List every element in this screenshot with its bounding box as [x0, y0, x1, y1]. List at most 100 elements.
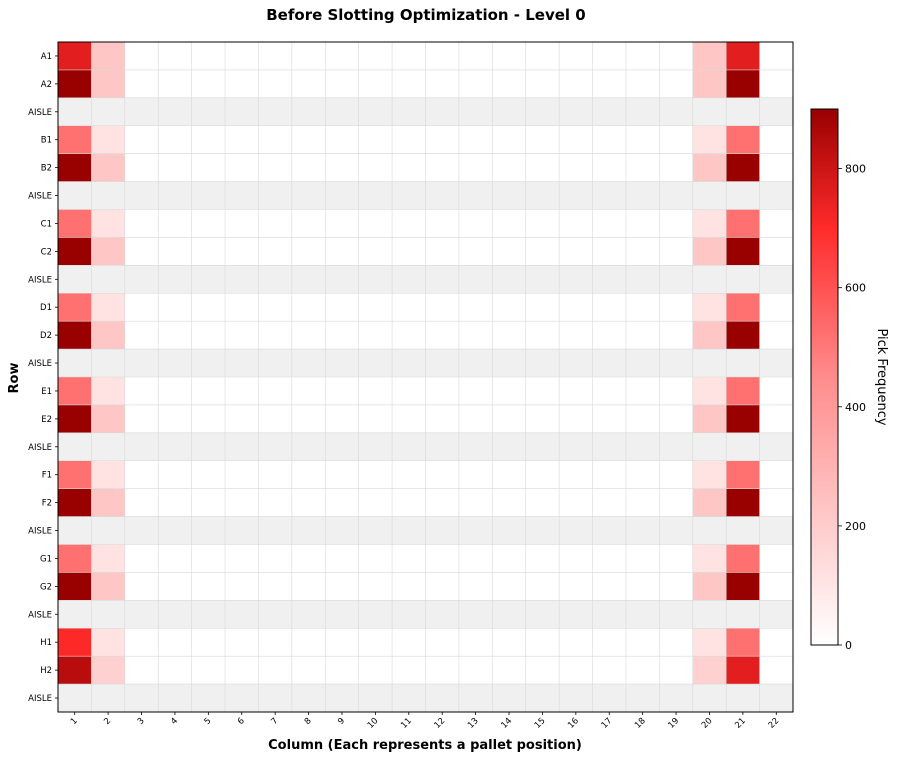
- heatmap-cell: [559, 293, 593, 322]
- x-tick-label: 8: [303, 716, 314, 727]
- heatmap-cell: [525, 460, 560, 489]
- heatmap-cell: [659, 293, 694, 322]
- heatmap-cell: [692, 237, 727, 266]
- heatmap-cell: [91, 321, 126, 350]
- heatmap-cell: [124, 153, 159, 182]
- heatmap-cell: [91, 572, 126, 601]
- heatmap-cell: [425, 153, 460, 182]
- heatmap-cell: [559, 460, 593, 489]
- heatmap-cell: [458, 377, 493, 406]
- heatmap-cell: [559, 237, 593, 266]
- heatmap-cell: [525, 656, 560, 685]
- heatmap-cell: [325, 404, 359, 434]
- heatmap-cell: [58, 209, 92, 238]
- heatmap-cell: [458, 572, 493, 601]
- heatmap-cell: [58, 656, 92, 685]
- heatmap-cell: [592, 293, 627, 322]
- heatmap-cell: [258, 321, 293, 350]
- heatmap-cell: [358, 404, 393, 434]
- heatmap-cell: [492, 460, 527, 489]
- heatmap-cell: [358, 209, 393, 238]
- y-tick-label: E2: [41, 415, 52, 425]
- heatmap-cell: [559, 42, 593, 71]
- heatmap-cell: [358, 572, 393, 601]
- heatmap-cell: [158, 237, 192, 266]
- heatmap-cell: [525, 628, 560, 657]
- heatmap-cell: [191, 42, 226, 71]
- y-tick-label: B1: [41, 136, 52, 146]
- colorbar-tick-label: 600: [845, 282, 866, 295]
- heatmap-cell: [492, 69, 527, 99]
- heatmap-cell: [458, 656, 493, 685]
- heatmap-cell: [659, 237, 694, 266]
- heatmap-cell: [492, 404, 527, 434]
- heatmap-cell: [225, 42, 259, 71]
- heatmap-cell: [258, 460, 293, 489]
- x-tick-label: 13: [466, 716, 481, 731]
- heatmap-cell: [726, 404, 760, 434]
- x-tick-label: 12: [433, 716, 448, 731]
- heatmap-cell: [692, 628, 727, 657]
- heatmap-cell: [559, 572, 593, 601]
- heatmap-cell: [225, 572, 259, 601]
- heatmap-cell: [692, 125, 727, 154]
- heatmap-cell: [592, 42, 627, 71]
- colorbar-tick-label: 0: [845, 639, 852, 652]
- heatmap-cell: [559, 321, 593, 350]
- heatmap-cell: [124, 209, 159, 238]
- x-axis-label: Column (Each represents a pallet positio…: [268, 738, 582, 753]
- heatmap-cell: [124, 544, 159, 573]
- heatmap-cell: [692, 460, 727, 489]
- heatmap-cell: [525, 125, 560, 154]
- heatmap-cell: [191, 460, 226, 489]
- heatmap-cell: [692, 544, 727, 573]
- heatmap-cell: [692, 377, 727, 406]
- heatmap-cell: [91, 628, 126, 657]
- x-tick-label: 5: [203, 716, 214, 727]
- heatmap-cell: [258, 656, 293, 685]
- x-tick-label: 14: [499, 716, 514, 731]
- x-tick-label: 15: [533, 716, 548, 731]
- x-tick-label: 9: [336, 716, 347, 727]
- heatmap-cell: [726, 153, 760, 182]
- heatmap-cell: [692, 209, 727, 238]
- heatmap-cell: [91, 69, 126, 99]
- heatmap-cell: [759, 377, 794, 406]
- heatmap-cell: [191, 404, 226, 434]
- x-tick-label: 4: [169, 716, 180, 727]
- heatmap-cell: [258, 488, 293, 517]
- heatmap-cell: [258, 125, 293, 154]
- heatmap-cell: [392, 544, 426, 573]
- heatmap-cell: [659, 628, 694, 657]
- heatmap-cell: [659, 377, 694, 406]
- heatmap-cell: [325, 572, 359, 601]
- heatmap-cell: [425, 42, 460, 71]
- heatmap-cell: [726, 42, 760, 71]
- heatmap-cell: [559, 656, 593, 685]
- heatmap-cell: [158, 460, 192, 489]
- y-tick-label: AISLE: [28, 359, 52, 369]
- heatmap-cell: [325, 488, 359, 517]
- heatmap-cell: [258, 544, 293, 573]
- heatmap-cell: [158, 125, 192, 154]
- heatmap-cell: [258, 572, 293, 601]
- heatmap-cell: [559, 153, 593, 182]
- heatmap-cell: [258, 42, 293, 71]
- heatmap-cell: [592, 69, 627, 99]
- x-tick-label: 6: [236, 716, 247, 727]
- heatmap-cell: [325, 656, 359, 685]
- heatmap-cell: [692, 488, 727, 517]
- heatmap-cell: [158, 404, 192, 434]
- heatmap-cell: [325, 544, 359, 573]
- heatmap-cell: [225, 69, 259, 99]
- heatmap-cell: [124, 321, 159, 350]
- heatmap-cell: [91, 544, 126, 573]
- heatmap-cell: [492, 544, 527, 573]
- heatmap-cell: [525, 293, 560, 322]
- heatmap-cell: [91, 42, 126, 71]
- heatmap-cell: [726, 628, 760, 657]
- heatmap-cell: [659, 488, 694, 517]
- heatmap-cell: [592, 572, 627, 601]
- heatmap-cell: [559, 377, 593, 406]
- heatmap-cell: [158, 209, 192, 238]
